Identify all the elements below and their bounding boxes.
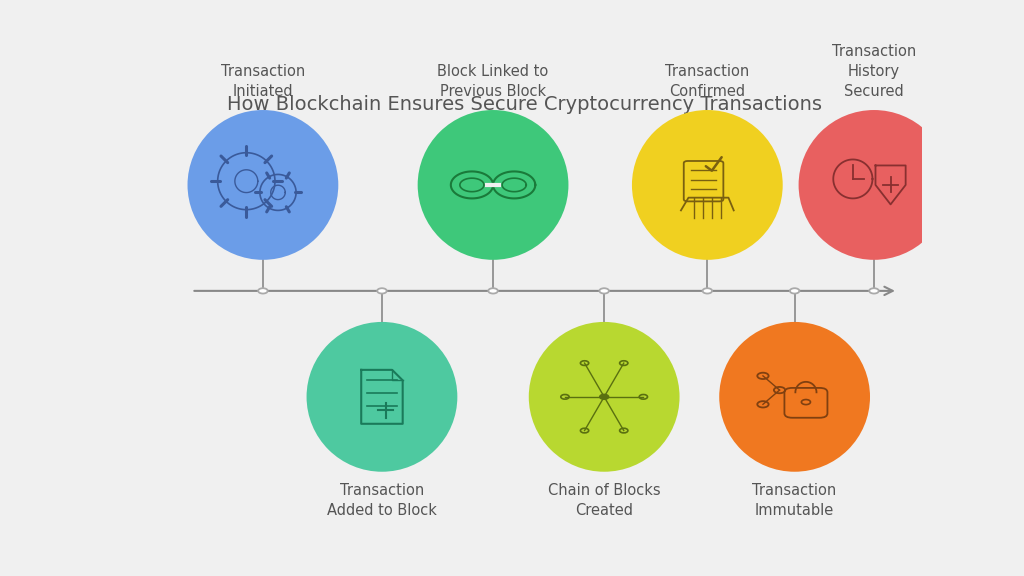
Text: Transaction
History
Secured: Transaction History Secured (831, 44, 916, 99)
Circle shape (599, 288, 609, 294)
Circle shape (869, 288, 879, 294)
Circle shape (790, 288, 800, 294)
Text: Transaction
Initiated: Transaction Initiated (221, 64, 305, 99)
Circle shape (488, 288, 498, 294)
Text: How Blockchain Ensures Secure Cryptocurrency Transactions: How Blockchain Ensures Secure Cryptocurr… (227, 95, 822, 114)
Ellipse shape (418, 110, 568, 260)
Ellipse shape (799, 110, 949, 260)
Circle shape (377, 288, 387, 294)
Text: Block Linked to
Previous Block: Block Linked to Previous Block (437, 64, 549, 99)
Ellipse shape (632, 110, 782, 260)
Ellipse shape (187, 110, 338, 260)
Text: Transaction
Added to Block: Transaction Added to Block (327, 483, 437, 518)
Circle shape (258, 288, 267, 294)
Ellipse shape (528, 322, 680, 472)
Ellipse shape (306, 322, 458, 472)
Ellipse shape (719, 322, 870, 472)
Text: Chain of Blocks
Created: Chain of Blocks Created (548, 483, 660, 518)
Text: Transaction
Confirmed: Transaction Confirmed (666, 64, 750, 99)
Circle shape (600, 395, 608, 399)
Text: Transaction
Immutable: Transaction Immutable (753, 483, 837, 518)
Circle shape (702, 288, 712, 294)
